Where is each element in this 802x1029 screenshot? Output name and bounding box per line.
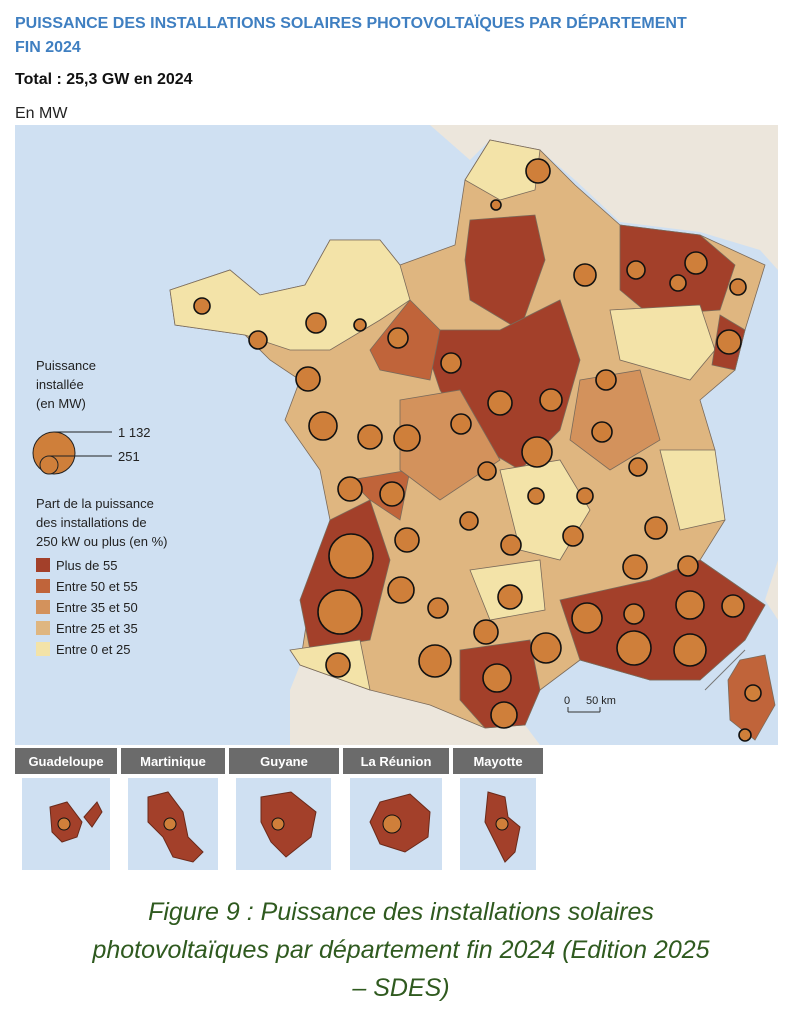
legend-label: Entre 50 et 55 — [56, 579, 138, 594]
legend-label: Plus de 55 — [56, 558, 117, 573]
legend-swatch — [36, 558, 50, 572]
legend-size-title: (en MW) — [36, 396, 86, 411]
insets: Guadeloupe Martinique Guyane La Réunion Mayo… — [15, 748, 543, 870]
legend-size-title: installée — [36, 377, 84, 392]
inset-label: Guyane — [260, 754, 308, 769]
inset-land — [260, 791, 317, 858]
inset-map — [147, 791, 204, 863]
legend-swatch — [36, 600, 50, 614]
caption-line: Figure 9 : Puissance des installations s… — [148, 898, 654, 926]
legend-size-value: 1 132 — [118, 425, 151, 440]
inset-label: La Réunion — [361, 754, 432, 769]
title-line: PUISSANCE DES INSTALLATIONS SOLAIRES PHO… — [15, 13, 687, 32]
legend-color-title: Part de la puissance — [36, 496, 154, 511]
legend-size-value: 251 — [118, 449, 140, 464]
scale-label: 0 — [564, 695, 570, 707]
inset-label: Guadeloupe — [28, 754, 103, 769]
inset-map — [260, 791, 317, 858]
inset-map — [369, 793, 431, 853]
legend-swatch — [36, 642, 50, 656]
inset-tab — [453, 748, 543, 774]
inset-bubble — [495, 817, 509, 831]
legend-label: Entre 0 et 25 — [56, 642, 130, 657]
inset-bubble — [163, 817, 177, 831]
title-line: FIN 2024 — [15, 39, 81, 56]
inset-tab — [343, 748, 449, 774]
map: 0 50 km — [15, 125, 778, 745]
inset-bubble — [271, 817, 285, 831]
unit: En MW — [15, 105, 68, 122]
scale-label: 50 km — [586, 695, 616, 707]
inset-tab — [229, 748, 339, 774]
legend-swatch — [36, 621, 50, 635]
inset-map — [49, 801, 103, 843]
caption-line: photovoltaïques par département fin 2024… — [91, 936, 709, 964]
inset-bubble — [382, 814, 402, 834]
legend-color-title: 250 kW ou plus (en %) — [36, 534, 168, 549]
legend: Puissance installée (en MW) 1 132 251 Pa… — [32, 358, 168, 657]
inset-label: Martinique — [140, 754, 206, 769]
legend-label: Entre 35 et 50 — [56, 600, 138, 615]
inset-map — [484, 791, 521, 863]
inset-label: Mayotte — [473, 754, 522, 769]
inset-bubble — [57, 817, 71, 831]
inset-tab — [121, 748, 225, 774]
total: Total : 25,3 GW en 2024 — [15, 71, 193, 88]
legend-color-title: des installations de — [36, 515, 147, 530]
legend-size-title: Puissance — [36, 358, 96, 373]
inset-land — [49, 801, 103, 843]
legend-label: Entre 25 et 35 — [56, 621, 138, 636]
caption-line: – SDES) — [351, 974, 449, 1002]
legend-swatch — [36, 579, 50, 593]
inset-tab — [15, 748, 117, 774]
